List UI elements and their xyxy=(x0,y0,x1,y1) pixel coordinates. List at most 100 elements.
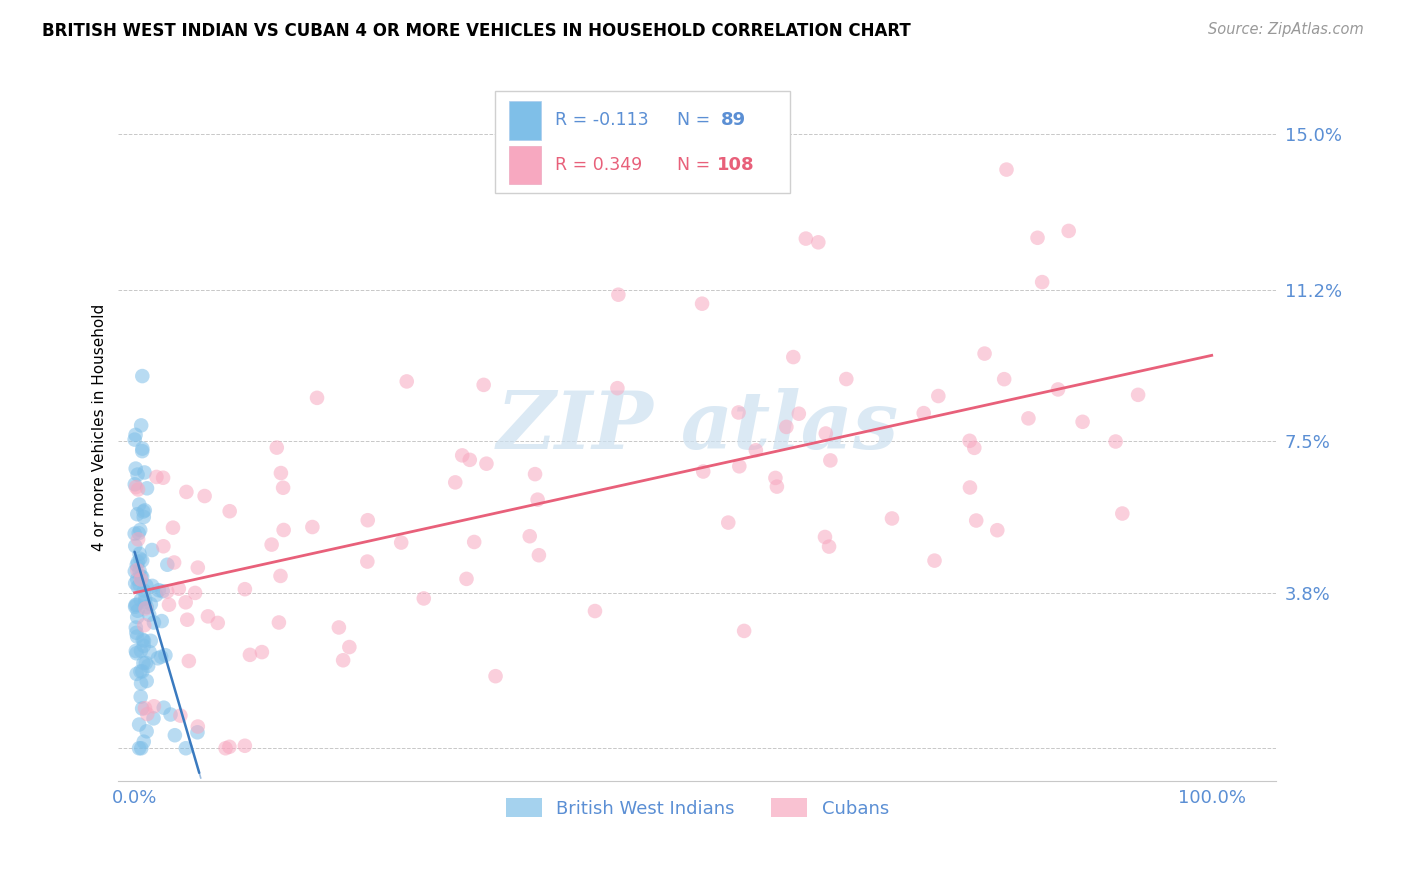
Point xyxy=(1111,507,1133,521)
Point xyxy=(152,584,174,599)
Point xyxy=(135,601,157,615)
Point xyxy=(820,453,842,467)
Point xyxy=(606,381,628,395)
Text: R = -0.113: R = -0.113 xyxy=(555,112,648,129)
Point xyxy=(128,547,150,561)
Point xyxy=(207,615,229,630)
Point xyxy=(135,656,157,670)
Point xyxy=(266,441,288,455)
Point xyxy=(131,444,153,458)
Point xyxy=(766,480,789,494)
Point xyxy=(1071,415,1094,429)
Point xyxy=(458,453,481,467)
Point xyxy=(132,633,155,648)
Point xyxy=(239,648,262,662)
Point xyxy=(125,644,148,658)
Point xyxy=(128,577,150,591)
Point xyxy=(1104,434,1126,449)
Point xyxy=(337,640,360,654)
Point xyxy=(127,630,149,644)
Point xyxy=(124,576,146,591)
Point xyxy=(927,389,949,403)
Point xyxy=(135,578,157,592)
Point xyxy=(1026,231,1049,245)
Point xyxy=(218,739,240,754)
Point xyxy=(128,498,150,512)
Point xyxy=(134,591,156,606)
Point xyxy=(356,555,378,569)
Point xyxy=(163,728,186,742)
Point xyxy=(782,350,804,364)
Point xyxy=(138,645,160,659)
Point xyxy=(162,521,184,535)
Point xyxy=(728,459,751,474)
Point xyxy=(124,526,146,541)
Point xyxy=(995,162,1018,177)
Point xyxy=(129,573,152,587)
Point xyxy=(131,369,153,384)
Point xyxy=(148,583,170,598)
Point xyxy=(690,296,713,310)
Point xyxy=(134,503,156,517)
Point xyxy=(131,570,153,584)
Point xyxy=(814,530,837,544)
Text: N =: N = xyxy=(676,156,710,174)
Point xyxy=(125,666,148,681)
Point xyxy=(131,701,153,715)
Point xyxy=(451,449,474,463)
Point xyxy=(260,538,283,552)
Point xyxy=(124,599,146,614)
Point xyxy=(124,477,146,491)
Point xyxy=(127,483,149,497)
Point xyxy=(125,480,148,494)
Point xyxy=(880,511,903,525)
Point xyxy=(127,580,149,594)
Point xyxy=(127,572,149,586)
Point xyxy=(965,514,987,528)
Point xyxy=(150,614,173,628)
Point xyxy=(129,665,152,679)
Point xyxy=(152,539,174,553)
Point xyxy=(152,700,174,714)
Point xyxy=(139,633,162,648)
Point xyxy=(835,372,858,386)
Point xyxy=(765,471,787,485)
Point xyxy=(775,420,797,434)
Text: R = 0.349: R = 0.349 xyxy=(555,156,643,174)
Point xyxy=(135,673,157,688)
Point xyxy=(127,604,149,618)
Point xyxy=(174,595,197,609)
Point xyxy=(132,504,155,518)
Point xyxy=(186,725,208,739)
Point xyxy=(187,560,209,574)
Point xyxy=(132,583,155,598)
Point xyxy=(129,741,152,756)
Point xyxy=(484,669,506,683)
Point xyxy=(129,690,152,704)
Point xyxy=(1031,275,1053,289)
Point xyxy=(444,475,467,490)
Point xyxy=(132,639,155,653)
Point xyxy=(128,564,150,578)
Point xyxy=(973,346,995,360)
Point xyxy=(692,465,714,479)
Point xyxy=(176,484,198,499)
Point xyxy=(301,520,323,534)
Point xyxy=(132,656,155,670)
Point xyxy=(794,231,817,245)
Point xyxy=(124,539,146,553)
Point xyxy=(197,609,219,624)
Point xyxy=(139,597,162,611)
Point xyxy=(127,610,149,624)
Point xyxy=(157,598,180,612)
Point xyxy=(176,613,198,627)
Point xyxy=(519,529,541,543)
Point xyxy=(332,653,354,667)
Point xyxy=(924,553,946,567)
Point xyxy=(167,582,190,596)
Point xyxy=(128,526,150,541)
Point xyxy=(136,707,159,722)
Point xyxy=(129,593,152,607)
Text: 89: 89 xyxy=(720,112,745,129)
Point xyxy=(159,707,181,722)
